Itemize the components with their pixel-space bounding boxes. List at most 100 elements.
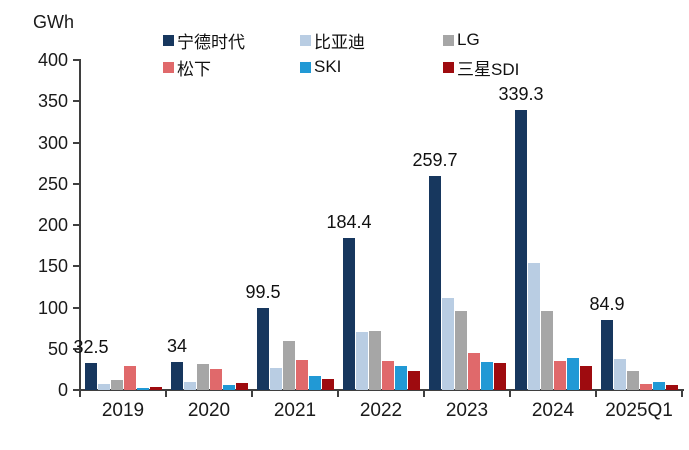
legend-label-lg: LG xyxy=(457,30,480,49)
legend-swatch-samsung-sdi xyxy=(443,61,454,73)
legend-item-byd: 比亚迪 xyxy=(300,32,365,52)
legend-item-lg: LG xyxy=(443,30,480,49)
x-category-label-2020: 2020 xyxy=(187,400,231,421)
legend-label-ski: SKI xyxy=(314,57,342,76)
bar-catl-2022 xyxy=(343,237,355,390)
bar-lg-2022 xyxy=(369,331,381,390)
bar-value-label-2021: 99.5 xyxy=(245,281,281,302)
bar-panasonic-2023 xyxy=(468,352,480,390)
y-axis-tick-label-350: 350 xyxy=(37,91,68,112)
y-axis-tick-200 xyxy=(73,224,79,226)
legend-item-catl: 宁德时代 xyxy=(163,32,245,52)
bar-ski-2020 xyxy=(223,384,235,390)
bar-value-label-2020: 34 xyxy=(166,335,188,356)
x-category-label-2023: 2023 xyxy=(445,400,489,421)
y-axis-tick-100 xyxy=(73,306,79,309)
y-axis-tick-label-300: 300 xyxy=(37,132,68,153)
bar-samsung-sdi-2021 xyxy=(322,379,334,390)
legend-item-samsung-sdi: 三星SDI xyxy=(443,59,519,79)
y-axis-tick-400 xyxy=(73,59,79,61)
bar-value-label-2023: 259.7 xyxy=(412,149,458,170)
bar-ski-2021 xyxy=(309,376,321,390)
y-axis-tick-300 xyxy=(73,141,79,144)
bar-byd-2022 xyxy=(356,332,368,390)
bar-lg-2020 xyxy=(197,364,209,390)
legend-item-panasonic: 松下 xyxy=(163,59,211,79)
bar-samsung-sdi-2025Q1 xyxy=(666,384,678,390)
legend: 宁德时代 比亚迪 LG 松下 SKI 三星SDI xyxy=(0,0,689,80)
bar-value-label-2025Q1: 84.9 xyxy=(589,293,625,314)
y-axis-tick-label-150: 150 xyxy=(37,256,68,277)
legend-swatch-byd xyxy=(300,34,311,46)
bar-byd-2020 xyxy=(184,382,196,390)
bar-catl-2020 xyxy=(171,361,183,390)
x-axis-tick-6 xyxy=(595,391,597,397)
legend-swatch-panasonic xyxy=(163,61,174,73)
bar-panasonic-2021 xyxy=(296,360,308,390)
y-axis-tick-350 xyxy=(73,100,79,103)
bar-catl-2024 xyxy=(515,110,527,390)
y-axis-unit-label: GWh xyxy=(33,12,75,32)
bar-byd-2025Q1 xyxy=(614,358,626,390)
bar-panasonic-2019 xyxy=(124,366,136,390)
bar-panasonic-2024 xyxy=(554,361,566,390)
legend-swatch-lg xyxy=(443,34,454,46)
bar-byd-2019 xyxy=(98,384,110,390)
y-axis-tick-label-400: 400 xyxy=(37,50,68,70)
bar-catl-2021 xyxy=(257,307,269,390)
x-axis-tick-5 xyxy=(509,391,511,397)
x-category-label-2019: 2019 xyxy=(101,400,145,421)
y-axis-tick-label-200: 200 xyxy=(37,215,68,235)
bar-ski-2019 xyxy=(137,388,149,390)
x-axis-tick-0 xyxy=(79,391,81,397)
bar-byd-2021 xyxy=(270,368,282,390)
y-axis-tick-label-0: 0 xyxy=(57,380,68,400)
bar-panasonic-2022 xyxy=(382,360,394,390)
legend-swatch-ski xyxy=(300,61,311,73)
x-axis-tick-7 xyxy=(681,391,683,397)
y-axis-tick-50 xyxy=(73,347,79,350)
bar-value-label-2019: 32.5 xyxy=(73,337,109,358)
x-axis-tick-1 xyxy=(165,391,167,397)
y-axis-tick-150 xyxy=(73,265,79,268)
bar-value-label-2024: 339.3 xyxy=(498,84,544,105)
x-axis-tick-3 xyxy=(337,391,339,397)
legend-label-catl: 宁德时代 xyxy=(177,32,245,52)
y-axis-tick-label-50: 50 xyxy=(47,338,68,359)
bar-catl-2019 xyxy=(85,363,97,390)
legend-label-byd: 比亚迪 xyxy=(314,32,365,52)
bar-ski-2022 xyxy=(395,366,407,390)
bar-lg-2025Q1 xyxy=(627,371,639,390)
bar-catl-2023 xyxy=(429,175,441,390)
bar-value-label-2022: 184.4 xyxy=(326,211,372,232)
bar-samsung-sdi-2023 xyxy=(494,363,506,390)
bar-ski-2023 xyxy=(481,361,493,390)
bar-samsung-sdi-2020 xyxy=(236,383,248,390)
bar-byd-2023 xyxy=(442,298,454,390)
bar-catl-2025Q1 xyxy=(601,319,613,390)
bar-lg-2023 xyxy=(455,310,467,390)
y-axis-tick-label-100: 100 xyxy=(37,297,68,318)
y-axis-tick-label-250: 250 xyxy=(37,173,68,194)
bar-lg-2024 xyxy=(541,310,553,390)
bar-lg-2019 xyxy=(111,379,123,390)
x-category-label-2024: 2024 xyxy=(531,400,575,421)
x-axis xyxy=(79,389,684,391)
x-axis-tick-4 xyxy=(423,391,425,397)
legend-label-samsung-sdi: 三星SDI xyxy=(457,59,520,79)
bar-byd-2024 xyxy=(528,263,540,390)
legend-label-panasonic: 松下 xyxy=(177,59,211,79)
legend-swatch-catl xyxy=(163,34,174,46)
x-category-label-2025Q1: 2025Q1 xyxy=(605,400,673,421)
bar-lg-2021 xyxy=(283,340,295,390)
bar-ski-2024 xyxy=(567,357,579,390)
bar-samsung-sdi-2022 xyxy=(408,370,420,390)
bar-panasonic-2020 xyxy=(210,369,222,390)
bar-samsung-sdi-2019 xyxy=(150,386,162,390)
bar-ski-2025Q1 xyxy=(653,381,665,390)
legend-item-ski: SKI xyxy=(300,57,342,76)
y-axis-tick-250 xyxy=(73,182,79,185)
y-axis-tick-0 xyxy=(73,389,79,391)
y-axis xyxy=(79,59,81,391)
